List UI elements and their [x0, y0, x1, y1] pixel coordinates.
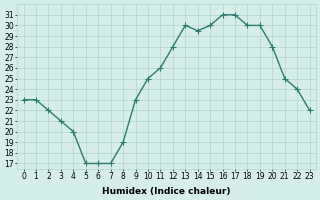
X-axis label: Humidex (Indice chaleur): Humidex (Indice chaleur): [102, 187, 231, 196]
